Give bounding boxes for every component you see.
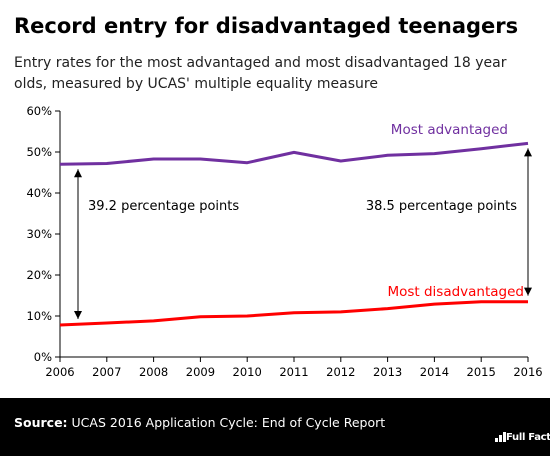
y-tick-label: 40%: [26, 186, 52, 200]
full-fact-logo: Full Fact: [494, 426, 550, 448]
line-chart: 0% 10% 20% 30% 40% 50% 60% 2006 2007 2008 2009 2010…: [26, 104, 542, 379]
y-tick-label: 20%: [26, 268, 52, 282]
chart-annotations: 39.2 percentage points 38.5 percentage po…: [74, 148, 532, 320]
x-tick-label: 2015: [467, 365, 496, 379]
arrow-head-up: [74, 169, 82, 178]
chart-axes: 0% 10% 20% 30% 40% 50% 60% 2006 2007 2008 2009 2010…: [26, 104, 542, 379]
x-tick-label: 2013: [373, 365, 402, 379]
series-line: [59, 141, 529, 166]
y-tick-label: 50%: [26, 145, 52, 159]
y-tick-label: 30%: [26, 227, 52, 241]
arrow-head-down: [524, 287, 532, 296]
series-line: [59, 300, 528, 327]
arrow-head-down: [74, 311, 82, 320]
footer-bar: Source: UCAS 2016 Application Cycle: End…: [0, 398, 550, 456]
annotation-label: 39.2 percentage points: [88, 199, 239, 214]
x-tick-label: 2010: [233, 365, 262, 379]
source-label: Source:: [14, 415, 68, 430]
x-tick-label: 2012: [326, 365, 355, 379]
chart-title: Record entry for disadvantaged teenagers: [14, 14, 519, 38]
x-tick-label: 2008: [139, 365, 168, 379]
chart-series: Most advantaged Most disadvantaged: [59, 122, 529, 327]
logo-text: Full Fact: [506, 432, 550, 443]
y-tick-label: 60%: [26, 104, 52, 118]
x-tick-label: 2016: [513, 365, 542, 379]
series-label: Most advantaged: [391, 122, 508, 138]
annotation-label: 38.5 percentage points: [366, 199, 517, 214]
x-tick-label: 2009: [186, 365, 215, 379]
chart-subtitle: Entry rates for the most advantaged and …: [14, 55, 507, 92]
x-tick-label: 2007: [92, 365, 121, 379]
x-tick-label: 2011: [279, 365, 308, 379]
x-tick-label: 2014: [420, 365, 449, 379]
x-tick-label: 2006: [45, 365, 74, 379]
series-label: Most disadvantaged: [387, 284, 524, 300]
y-tick-label: 10%: [26, 309, 52, 323]
source-text: UCAS 2016 Application Cycle: End of Cycl…: [71, 415, 386, 430]
source-note: Source: UCAS 2016 Application Cycle: End…: [14, 415, 385, 430]
y-tick-label: 0%: [34, 350, 52, 364]
logo-mark-icon: [495, 432, 506, 442]
arrow-head-up: [524, 148, 532, 157]
